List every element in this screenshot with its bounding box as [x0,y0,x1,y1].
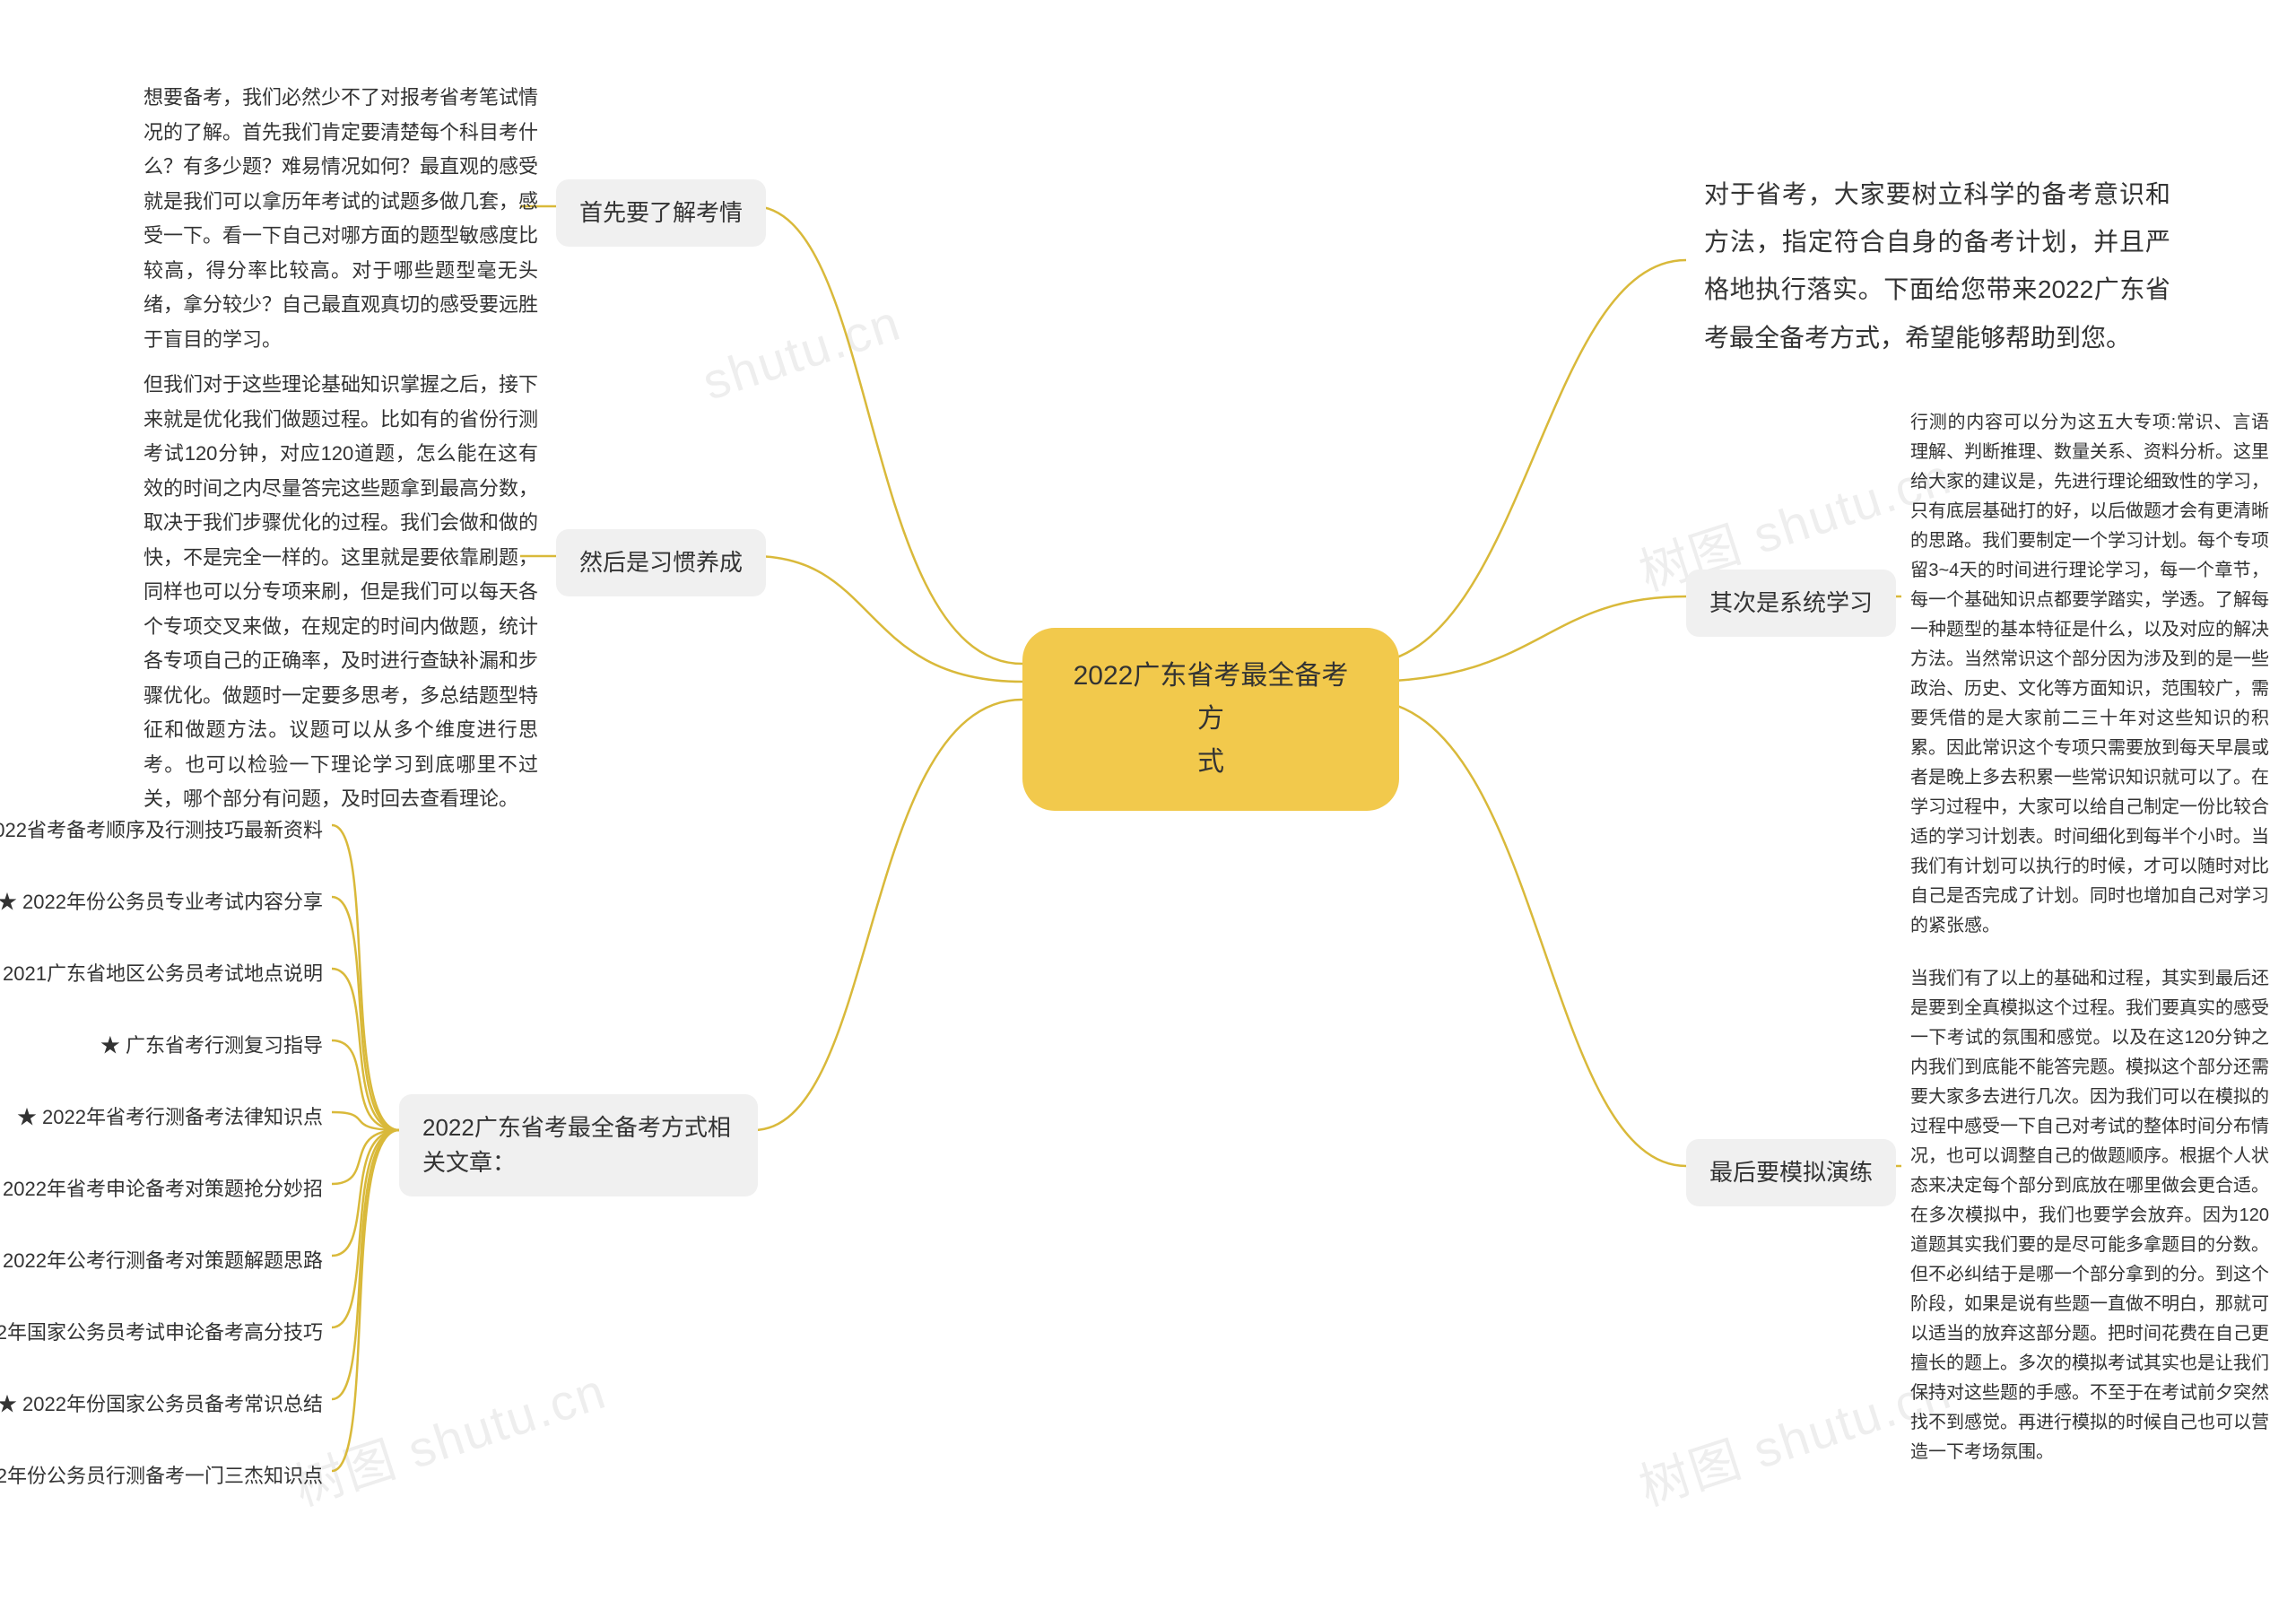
branch-related-articles[interactable]: 2022广东省考最全备考方式相关文章： [399,1094,758,1196]
article-leaf[interactable]: ★ 2022年国家公务员考试申论备考高分技巧 [0,1317,323,1345]
desc-habit-building: 但我们对于这些理论基础知识掌握之后，接下来就是优化我们做题过程。比如有的省份行测… [144,368,538,817]
branch-habit-building[interactable]: 然后是习惯养成 [556,529,766,596]
article-leaf[interactable]: ★ 2022年份公务员专业考试内容分享 [0,886,323,915]
article-leaf[interactable]: ★ 2021广东省地区公务员考试地点说明 [0,958,323,987]
article-leaf[interactable]: ★ 2022省考备考顺序及行测技巧最新资料 [0,814,323,843]
watermark: 树图 shutu.cn [283,1351,614,1520]
watermark: shutu.cn [696,292,909,411]
branch-systematic-study[interactable]: 其次是系统学习 [1686,570,1896,637]
article-leaf[interactable]: ★ 2022年省考行测备考法律知识点 [17,1101,323,1130]
article-leaf[interactable]: ★ 2022年公考行测备考对策题解题思路 [0,1245,323,1274]
desc-systematic-study: 行测的内容可以分为这五大专项:常识、言语理解、判断推理、数量关系、资料分析。这里… [1910,408,2269,941]
branch-understand-exam[interactable]: 首先要了解考情 [556,179,766,247]
article-leaf[interactable]: ★ 2022年份公务员行测备考一门三杰知识点 [0,1460,323,1489]
article-leaf[interactable]: ★ 2022年份国家公务员备考常识总结 [0,1388,323,1417]
center-topic[interactable]: 2022广东省考最全备考方式 [1022,628,1399,811]
desc-mock-practice: 当我们有了以上的基础和过程，其实到最后还是要到全真模拟这个过程。我们要真实的感受… [1910,964,2269,1467]
article-leaf[interactable]: ★ 广东省考行测复习指导 [100,1030,323,1058]
desc-intro: 对于省考，大家要树立科学的备考意识和方法，指定符合自身的备考计划，并且严格地执行… [1704,170,2170,361]
branch-mock-practice[interactable]: 最后要模拟演练 [1686,1139,1896,1206]
article-leaf[interactable]: ★ 2022年省考申论备考对策题抢分妙招 [0,1173,323,1202]
desc-understand-exam: 想要备考，我们必然少不了对报考省考笔试情况的了解。首先我们肯定要清楚每个科目考什… [144,81,538,357]
